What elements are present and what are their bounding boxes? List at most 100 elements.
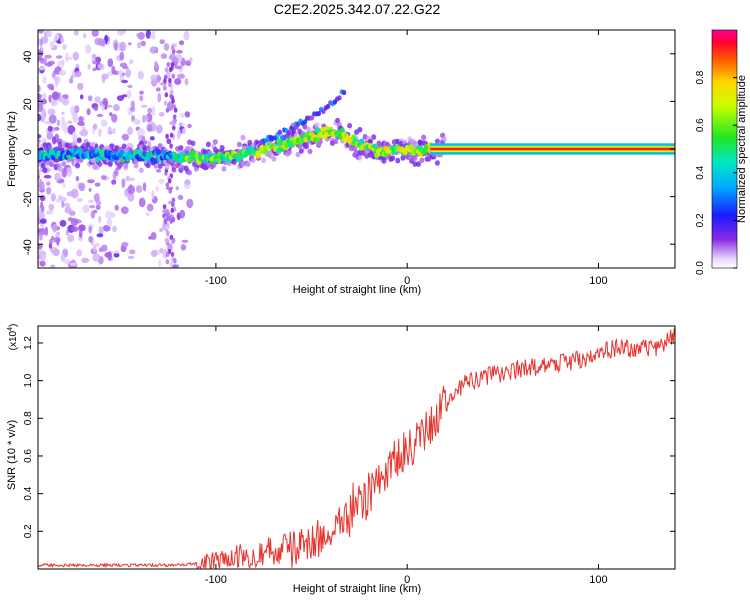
spectrogram-noise-blob	[49, 40, 55, 49]
spectrogram-noise-blob	[78, 182, 86, 192]
spectrogram-noise-blob	[153, 164, 158, 169]
spectrogram-noise-blob	[149, 136, 155, 141]
carrier-band-core	[430, 147, 675, 151]
spectrogram-noise-blob	[38, 181, 45, 191]
spectrogram-noise-blob	[40, 195, 46, 202]
spectrogram-noise-blob	[62, 43, 67, 51]
spectrogram-noise-blob	[146, 203, 154, 212]
spectrogram-noise-blob	[96, 113, 104, 118]
spectrogram-noise-blob	[61, 59, 65, 66]
spectrogram-noise-blob	[47, 60, 56, 65]
snr-y-label: SNR (10 * v/v)	[6, 420, 18, 490]
spectrogram-noise-blob	[76, 197, 83, 203]
spectrogram-noise-blob	[96, 201, 102, 206]
spectrogram-noise-blob	[101, 104, 105, 111]
spectrogram-noise-blob	[159, 228, 164, 233]
snr-y-tick-label: 0.6	[23, 449, 34, 463]
spectrogram-noise-blob	[159, 82, 168, 86]
spectrogram-branch-blob	[277, 129, 282, 135]
spectrogram-noise-blob	[150, 249, 158, 258]
spectrogram-noise-blob	[150, 74, 158, 81]
spectrogram-noise-blob	[39, 235, 43, 241]
spectrogram-noise-blob	[169, 234, 174, 240]
spectrogram-ridge-blob	[77, 147, 83, 154]
spectrogram-noise-blob	[50, 193, 56, 202]
spectrogram-noise-blob	[61, 167, 67, 178]
spectrogram-halo-blob	[347, 122, 353, 129]
spectrogram-noise-blob	[38, 93, 41, 103]
spectrogram-noise-blob	[177, 73, 186, 79]
spectrogram-noise-blob	[85, 44, 92, 54]
spectrogram-x-tick-label: 0	[404, 275, 410, 287]
spectrogram-noise-blob	[49, 264, 56, 268]
spectrogram-noise-blob	[40, 98, 47, 105]
snr-y-tick-label: 0.2	[23, 524, 34, 538]
spectrogram-noise-blob	[39, 260, 46, 267]
spectrogram-noise-blob	[171, 202, 175, 208]
spectrogram-halo-blob	[157, 163, 163, 169]
spectrogram-noise-blob	[111, 113, 118, 123]
spectrogram-ridge-blob	[372, 143, 378, 150]
spectrogram-noise-blob	[170, 62, 175, 68]
spectrogram-noise-blob	[54, 33, 60, 41]
spectrogram-y-tick-label: -20	[22, 192, 34, 208]
spectrogram-noise-blob	[137, 32, 145, 40]
colorbar-tick-label: 0.2	[695, 213, 706, 227]
spectrogram-noise-blob	[111, 65, 116, 75]
snr-multiplier-exp: 4	[7, 327, 14, 331]
spectrogram-y-tick-label: -40	[22, 239, 34, 255]
spectrogram-noise-blob	[170, 53, 175, 59]
spectrogram-noise-blob	[163, 218, 168, 224]
spectrogram-noise-blob	[61, 111, 65, 115]
spectrogram-noise-blob	[106, 217, 113, 227]
spectrogram-halo-blob	[212, 139, 218, 145]
spectrogram-x-tick-label: -100	[205, 275, 227, 287]
colorbar-gradient	[711, 29, 738, 269]
spectrogram-noise-blob	[181, 123, 186, 127]
spectrogram-noise-blob	[128, 42, 132, 46]
spectrogram-noise-blob	[40, 47, 44, 51]
spectrogram-noise-blob	[71, 188, 79, 199]
spectrogram-noise-blob	[76, 249, 83, 257]
spectrogram-halo-blob	[304, 143, 310, 150]
spectrogram-halo-blob	[97, 161, 103, 167]
spectrogram-branch-blob	[291, 127, 296, 133]
spectrogram-noise-blob	[151, 30, 156, 40]
snr-multiplier-base: (x10	[8, 330, 19, 350]
spectrogram-noise-blob	[52, 223, 58, 233]
spectrogram-halo-blob	[171, 167, 177, 173]
spectrogram-noise-blob	[87, 95, 93, 102]
spectrogram-noise-blob	[119, 51, 125, 61]
spectrogram-halo-blob	[75, 162, 81, 169]
spectrogram-noise-blob	[163, 74, 168, 80]
spectrogram-halo-blob	[145, 162, 151, 169]
spectrogram-halo-blob	[138, 167, 144, 174]
spectrogram-halo-blob	[367, 138, 373, 145]
spectrogram-noise-blob	[58, 70, 67, 76]
spectrogram-noise-blob	[165, 259, 170, 265]
spectrogram-noise-blob	[158, 112, 165, 117]
spectrogram-noise-blob	[113, 42, 118, 51]
spectrogram-noise-blob	[156, 74, 161, 83]
spectrogram-noise-blob	[107, 126, 113, 135]
spectrogram-noise-blob	[63, 258, 71, 265]
spectrogram-noise-blob	[74, 71, 82, 78]
spectrogram-halo-blob	[419, 157, 425, 164]
spectrogram-noise-blob	[179, 209, 186, 219]
spectrogram-noise-blob	[122, 65, 129, 70]
snr-series-line	[37, 328, 676, 570]
spectrogram-noise-blob	[67, 234, 75, 243]
colorbar-tick-label: 0.4	[695, 165, 706, 179]
spectrogram-halo-blob	[107, 161, 113, 167]
spectrogram-ridge-blob	[278, 140, 284, 146]
spectrogram-noise-blob	[171, 217, 176, 223]
spectrogram-noise-blob	[45, 187, 52, 195]
snr-plot-area	[38, 326, 675, 569]
spectrogram-noise-blob	[93, 123, 98, 130]
spectrogram-noise-blob	[66, 191, 75, 197]
spectrogram-noise-blob	[39, 38, 43, 47]
spectrogram-noise-blob	[87, 179, 95, 184]
spectrogram-noise-blob	[140, 104, 148, 108]
spectrogram-noise-blob	[65, 229, 69, 236]
spectrogram-noise-blob	[41, 109, 47, 120]
